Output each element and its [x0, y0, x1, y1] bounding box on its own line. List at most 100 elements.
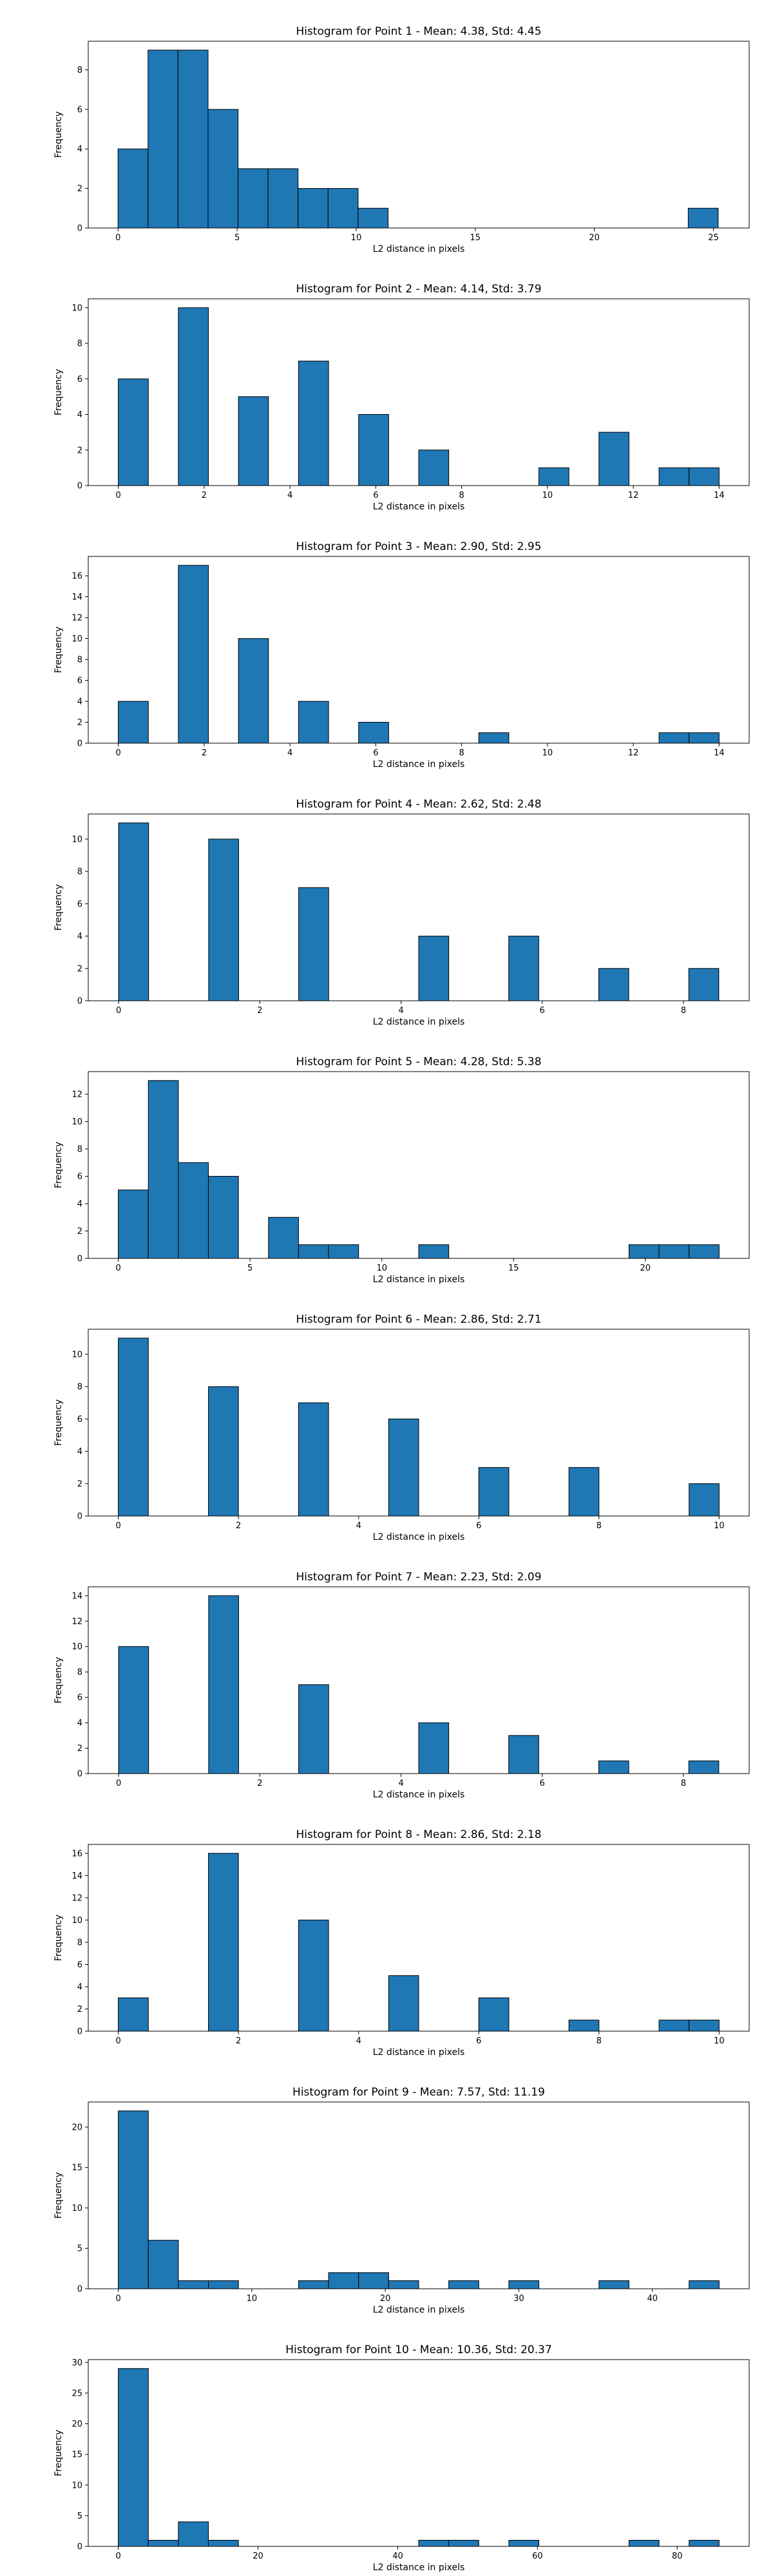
x-axis-label: L2 distance in pixels [373, 1790, 465, 1800]
y-axis-label: Frequency [53, 2172, 64, 2219]
chart-title: Histogram for Point 9 - Mean: 7.57, Std:… [292, 2086, 545, 2099]
histogram-bar [628, 1244, 660, 1259]
y-axis-label: Frequency [53, 111, 64, 158]
y-tick-label: 12 [72, 1893, 82, 1903]
y-tick-label: 4 [77, 1719, 82, 1728]
histogram-bar [508, 2280, 540, 2289]
y-tick-label: 6 [77, 676, 82, 686]
x-tick-label: 6 [373, 748, 378, 758]
x-tick-label: 15 [508, 1264, 519, 1273]
y-axis-label: Frequency [53, 1399, 64, 1446]
chart-title: Histogram for Point 8 - Mean: 2.86, Std:… [296, 1828, 541, 1841]
histogram-bar [418, 450, 450, 486]
histogram-bar [238, 638, 269, 744]
y-tick-label: 5 [77, 2244, 82, 2254]
y-tick-label: 0 [77, 224, 82, 234]
histogram-bar [118, 2110, 149, 2289]
x-tick-label: 8 [596, 2036, 602, 2046]
histogram-bar [178, 1162, 209, 1259]
chart-10: Histogram for Point 10 - Mean: 10.36, St… [53, 2344, 750, 2573]
y-tick-label: 12 [72, 614, 82, 623]
x-tick-label: 0 [115, 233, 120, 243]
histogram-bar [658, 2020, 690, 2032]
x-tick-label: 25 [708, 233, 719, 243]
x-tick-label: 2 [257, 1006, 262, 1016]
y-axis-label: Frequency [53, 1142, 64, 1188]
x-tick-label: 80 [672, 2552, 683, 2561]
x-tick-label: 0 [115, 2036, 120, 2046]
histogram-bar [478, 1997, 510, 2032]
histogram-bar [418, 1244, 450, 1259]
x-tick-label: 6 [373, 491, 378, 500]
histogram-bar [118, 1338, 149, 1517]
histogram-bar [118, 822, 149, 1001]
y-axis-label: Frequency [53, 1915, 64, 1961]
x-tick-label: 40 [647, 2294, 658, 2304]
y-tick-label: 5 [77, 2512, 82, 2521]
x-axis-label: L2 distance in pixels [373, 502, 465, 512]
x-tick-label: 5 [247, 1264, 253, 1273]
y-tick-label: 8 [77, 339, 82, 349]
histogram-bar [178, 565, 209, 744]
chart-title: Histogram for Point 1 - Mean: 4.38, Std:… [296, 25, 541, 38]
histogram-bar [238, 396, 269, 486]
chart-4: Histogram for Point 4 - Mean: 2.62, Std:… [53, 798, 750, 1027]
y-tick-label: 0 [77, 2027, 82, 2037]
y-tick-label: 10 [72, 303, 82, 313]
axes-frame [88, 1586, 750, 1774]
chart-2: Histogram for Point 2 - Mean: 4.14, Std:… [53, 283, 750, 512]
chart-3: Histogram for Point 3 - Mean: 2.90, Std:… [53, 540, 750, 770]
y-tick-label: 6 [77, 1960, 82, 1970]
y-tick-label: 20 [72, 2420, 82, 2429]
histogram-bar [178, 2280, 209, 2289]
x-tick-label: 30 [513, 2294, 524, 2304]
histogram-bar [117, 148, 149, 229]
histogram-bar [689, 1483, 720, 1517]
x-axis-label: L2 distance in pixels [373, 244, 465, 254]
histogram-bar [539, 467, 569, 486]
y-tick-label: 10 [72, 634, 82, 644]
y-tick-label: 14 [72, 592, 82, 602]
y-tick-label: 8 [77, 1938, 82, 1947]
histogram-bar [478, 1467, 510, 1517]
x-axis-label: L2 distance in pixels [373, 1532, 465, 1542]
histogram-bar [118, 378, 149, 486]
y-axis-label: Frequency [53, 369, 64, 415]
histogram-bar [478, 732, 510, 744]
histogram-bar [508, 936, 539, 1001]
y-tick-label: 2 [77, 446, 82, 455]
x-tick-label: 6 [476, 2036, 481, 2046]
x-tick-label: 4 [398, 1006, 403, 1016]
y-tick-label: 6 [77, 1415, 82, 1425]
y-tick-label: 6 [77, 900, 82, 909]
histogram-bar [118, 1189, 149, 1259]
x-tick-label: 5 [234, 233, 240, 243]
histogram-bar [118, 1997, 149, 2032]
histogram-bar [207, 109, 239, 229]
chart-8: Histogram for Point 8 - Mean: 2.86, Std:… [53, 1828, 750, 2058]
x-tick-label: 8 [681, 1779, 686, 1788]
x-tick-label: 10 [714, 1521, 725, 1531]
axes-frame [88, 298, 750, 486]
histogram-bar [298, 361, 329, 486]
axes-frame [88, 556, 750, 744]
chart-5: Histogram for Point 5 - Mean: 4.28, Std:… [53, 1056, 750, 1285]
x-tick-label: 20 [589, 233, 600, 243]
histogram-bar [208, 1386, 239, 1517]
chart-title: Histogram for Point 6 - Mean: 2.86, Std:… [296, 1313, 541, 1326]
y-axis-label: Frequency [53, 627, 64, 673]
histogram-bar [448, 2280, 479, 2289]
histogram-bar [148, 2240, 179, 2289]
histogram-bar [689, 2539, 720, 2547]
x-tick-label: 0 [115, 2552, 120, 2561]
y-tick-label: 8 [77, 1383, 82, 1392]
y-tick-label: 8 [77, 867, 82, 877]
y-tick-label: 14 [72, 1591, 82, 1601]
histogram-bar [687, 207, 719, 229]
x-tick-label: 0 [115, 1264, 120, 1273]
y-tick-label: 14 [72, 1871, 82, 1881]
x-tick-label: 20 [640, 1264, 651, 1273]
histogram-bar [238, 168, 269, 229]
histogram-bar [448, 2539, 479, 2547]
x-tick-label: 0 [115, 491, 120, 500]
